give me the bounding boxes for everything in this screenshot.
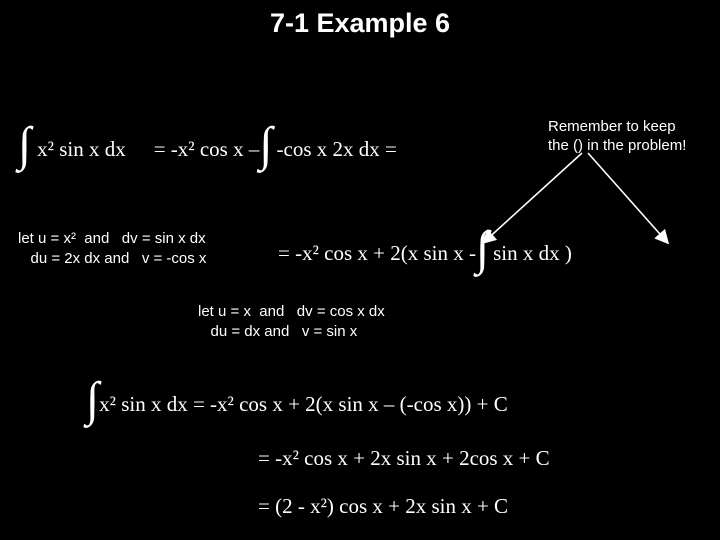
integral-icon: ∫ (86, 381, 99, 419)
substitution-1: let u = x² and dv = sin x dx du = 2x dx … (18, 229, 206, 268)
equation-line-2: = -x² cos x + 2(x sin x - ∫ sin x dx ) (278, 234, 572, 272)
line2-left: = -x² cos x + 2(x sin x - (278, 241, 476, 266)
note-line-2: the () in the problem! (548, 137, 686, 156)
equation-line-1: ∫ x² sin x dx = -x² cos x – ∫ -cos x 2x … (18, 130, 397, 168)
line3-text: x² sin x dx = -x² cos x + 2(x sin x – (-… (99, 392, 508, 417)
slide-title: 7-1 Example 6 (0, 0, 720, 39)
integral-icon: ∫ (259, 126, 272, 164)
line1-left: x² sin x dx (37, 137, 126, 162)
integral-icon: ∫ (18, 126, 31, 164)
equation-line-4: = -x² cos x + 2x sin x + 2cos x + C (258, 446, 550, 471)
line2-right: sin x dx ) (493, 241, 572, 266)
subst1-line-2: du = 2x dx and v = -cos x (18, 249, 206, 269)
substitution-2: let u = x and dv = cos x dx du = dx and … (198, 302, 385, 341)
subst1-line-1: let u = x² and dv = sin x dx (18, 229, 206, 249)
equation-line-5: = (2 - x²) cos x + 2x sin x + C (258, 494, 508, 519)
integral-icon: ∫ (476, 230, 489, 268)
equation-line-3: ∫ x² sin x dx = -x² cos x + 2(x sin x – … (86, 385, 508, 423)
note-line-1: Remember to keep (548, 118, 686, 137)
line1-right: -cos x 2x dx = (277, 137, 397, 162)
subst2-line-1: let u = x and dv = cos x dx (198, 302, 385, 322)
line1-mid: = -x² cos x – (154, 137, 260, 162)
reminder-note: Remember to keep the () in the problem! (548, 118, 686, 156)
subst2-line-2: du = dx and v = sin x (198, 322, 385, 342)
